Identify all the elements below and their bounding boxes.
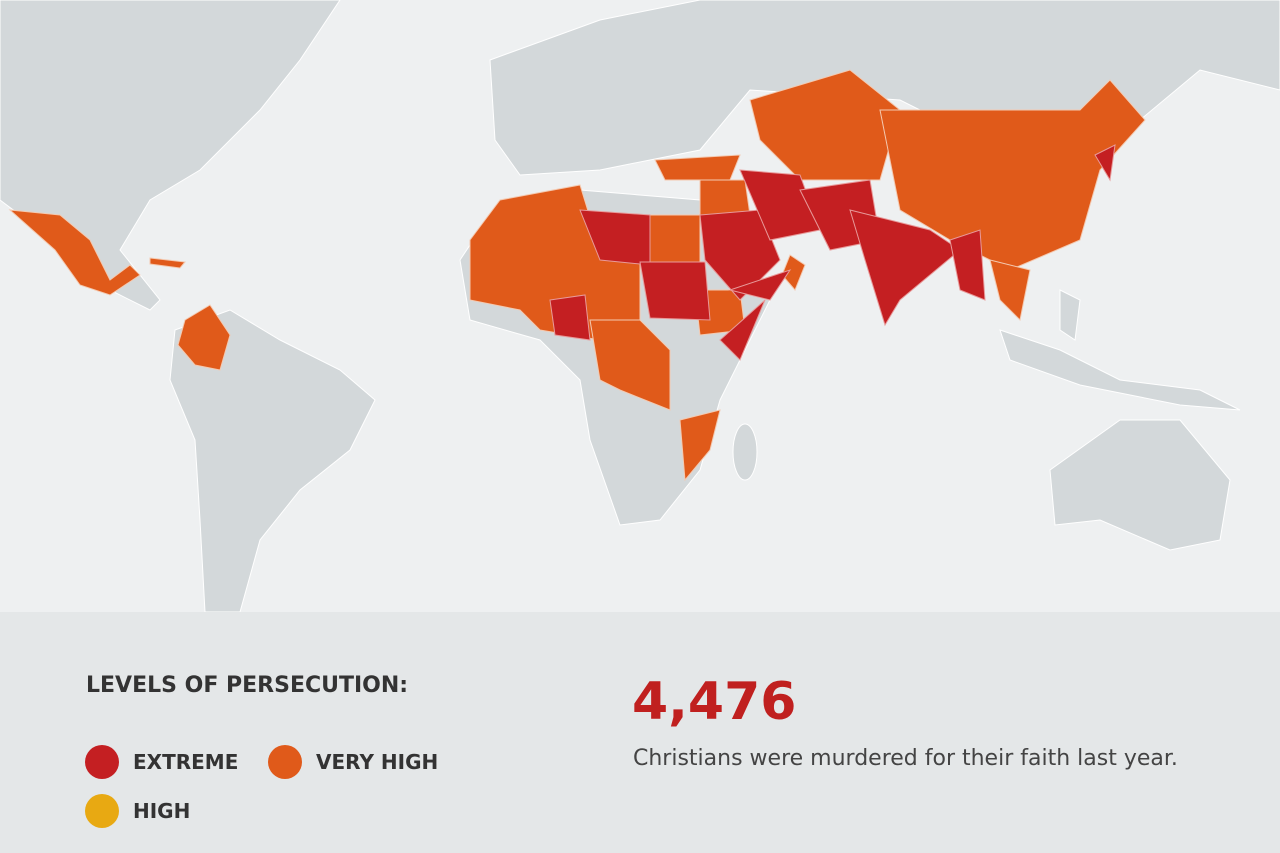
very-high-countries — [8, 69, 1146, 482]
legend-label: HIGH — [133, 799, 191, 823]
legend-swatch — [268, 745, 302, 779]
legend-label: EXTREME — [133, 750, 239, 774]
stat-number: 4,476 — [632, 672, 797, 732]
legend-label: VERY HIGH — [316, 750, 439, 774]
extreme-countries — [549, 144, 1116, 361]
legend-swatch — [85, 745, 119, 779]
legend-swatch — [85, 794, 119, 828]
legend-title: LEVELS OF PERSECUTION: — [86, 673, 409, 698]
stat-caption: Christians were murdered for their faith… — [633, 746, 1178, 771]
world-map — [0, 0, 1280, 612]
info-panel: LEVELS OF PERSECUTION: EXTREME VERY HIGH H… — [0, 612, 1280, 853]
